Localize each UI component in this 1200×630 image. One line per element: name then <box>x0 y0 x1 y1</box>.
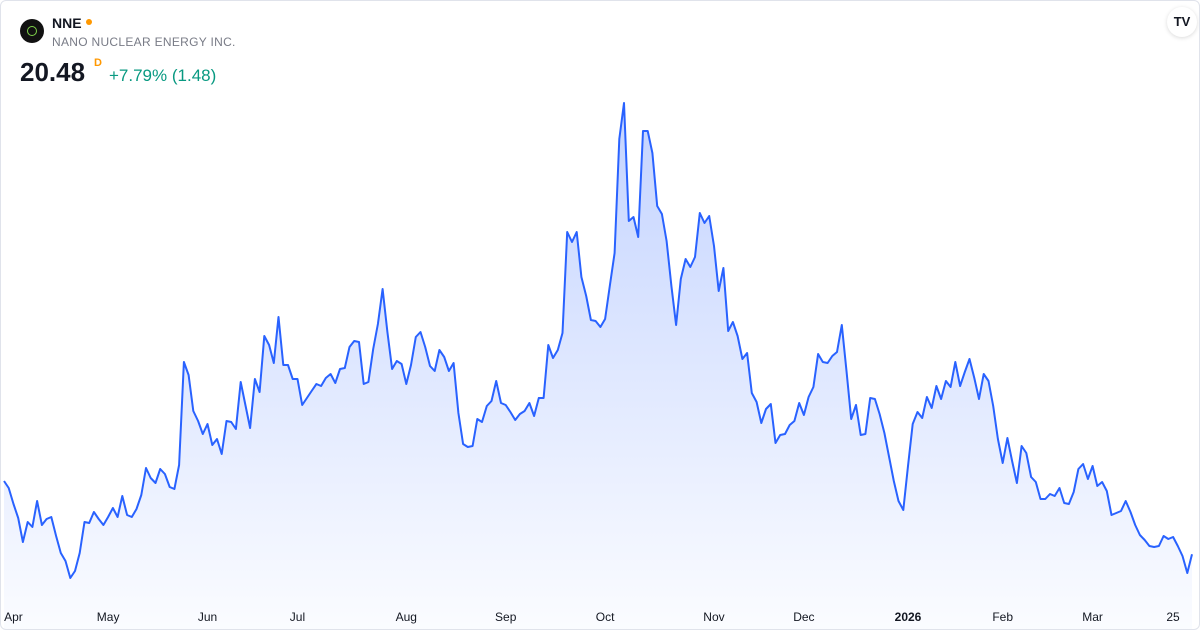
x-tick-label: May <box>97 610 120 624</box>
x-tick-label: Dec <box>793 610 814 624</box>
logo <box>20 19 44 43</box>
company-name: NANO NUCLEAR ENERGY INC. <box>52 35 236 49</box>
price: 20.48 <box>20 57 86 87</box>
x-tick-label: Sep <box>495 610 517 624</box>
status-dot <box>86 19 92 25</box>
x-tick-label: Jul <box>290 610 305 624</box>
interval: D <box>94 57 102 69</box>
x-tick-label: 25 <box>1166 610 1180 624</box>
x-tick-label: Aug <box>396 610 417 624</box>
change: +7.79% (1.48) <box>109 66 217 85</box>
price-line <box>3 102 1193 579</box>
x-tick-label: Feb <box>992 610 1013 624</box>
area <box>4 103 1192 629</box>
x-tick-label: Mar <box>1082 610 1103 624</box>
x-tick-label: Jun <box>198 610 217 624</box>
x-tick-label: 2026 <box>895 610 922 624</box>
x-tick-label: Apr <box>4 610 23 624</box>
symbol: NNE <box>52 15 82 31</box>
x-tick-label: Oct <box>596 610 615 624</box>
x-tick-label: Nov <box>703 610 724 624</box>
tv-logo[interactable]: TV <box>1167 7 1197 37</box>
